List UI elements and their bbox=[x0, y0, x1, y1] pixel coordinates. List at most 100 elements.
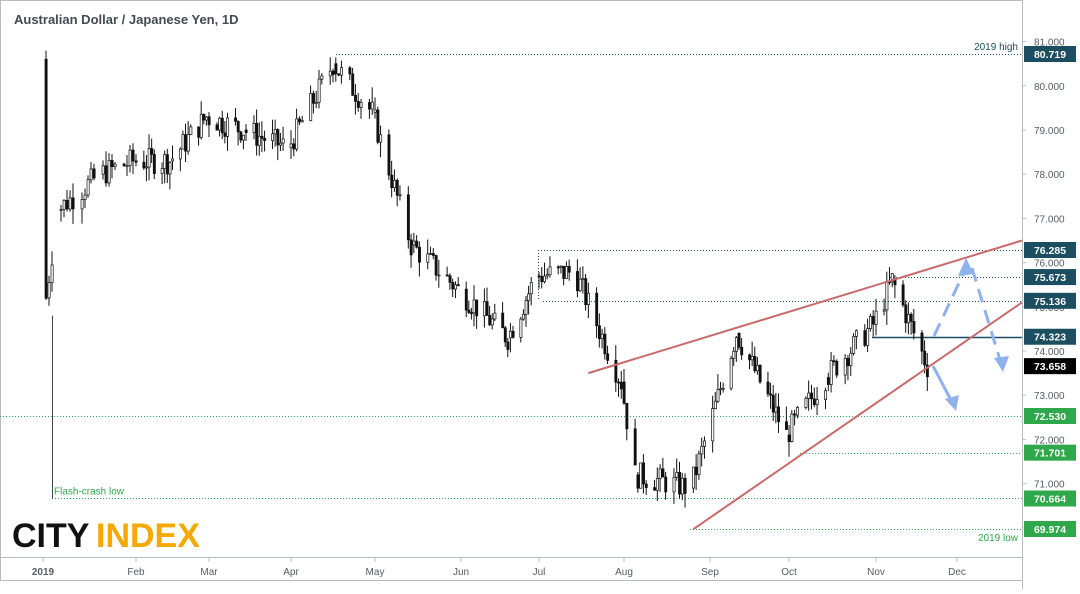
candle-body bbox=[559, 265, 563, 268]
price-tag-bg bbox=[1024, 408, 1076, 425]
candle-body bbox=[454, 284, 458, 290]
candle-body bbox=[86, 179, 90, 196]
candle-body bbox=[152, 154, 156, 174]
candle-body bbox=[186, 134, 190, 152]
candle-body bbox=[920, 332, 924, 352]
trendlines bbox=[588, 239, 1023, 530]
price-tag-label: 71.701 bbox=[1034, 448, 1066, 460]
y-tick-label: 79.000 bbox=[1034, 126, 1065, 137]
candle-body bbox=[220, 117, 224, 134]
candle-body bbox=[912, 321, 916, 334]
candle-body bbox=[279, 142, 282, 146]
candle-body bbox=[101, 165, 105, 175]
candle-body bbox=[664, 476, 668, 493]
candle-body bbox=[370, 101, 374, 110]
candle-body bbox=[300, 120, 304, 123]
candle-body bbox=[257, 135, 261, 146]
candle-body bbox=[320, 75, 324, 80]
price-tag-label: 75.673 bbox=[1034, 272, 1066, 284]
candle-body bbox=[545, 274, 549, 277]
candle-body bbox=[309, 93, 313, 122]
candle-body bbox=[334, 63, 338, 75]
candle-body bbox=[390, 174, 394, 189]
breakdown-arrow-head bbox=[945, 395, 959, 411]
candle-body bbox=[711, 408, 715, 442]
candle-body bbox=[595, 292, 599, 327]
candle-body bbox=[464, 288, 468, 311]
candle-body bbox=[748, 354, 752, 361]
candle-body bbox=[697, 453, 701, 476]
candle-body bbox=[807, 392, 811, 399]
candle-body bbox=[62, 199, 66, 210]
candle-body bbox=[661, 468, 665, 478]
candle-body bbox=[824, 390, 828, 400]
candle-body bbox=[314, 101, 318, 104]
trendline-upper bbox=[588, 239, 1023, 375]
y-tick-label: 81.000 bbox=[1034, 38, 1065, 49]
candle-body bbox=[774, 406, 778, 413]
price-tag-bg bbox=[1024, 521, 1076, 537]
candle-body bbox=[168, 162, 172, 175]
candle-body bbox=[655, 478, 659, 491]
level-annotation: 2019 low bbox=[978, 533, 1019, 544]
candle-body bbox=[356, 101, 360, 108]
candle-body bbox=[147, 148, 151, 168]
candle-body bbox=[793, 413, 797, 416]
y-tick-label: 76.000 bbox=[1034, 259, 1065, 270]
y-tick-label: 80.000 bbox=[1034, 82, 1065, 93]
price-tag-bg bbox=[1024, 46, 1076, 62]
x-tick-label: Mar bbox=[200, 567, 218, 578]
candle-body bbox=[110, 160, 114, 167]
projection-arrow-down-head bbox=[994, 356, 1009, 372]
candle-body bbox=[351, 73, 355, 96]
x-tick-label: Nov bbox=[867, 567, 885, 578]
candle-body bbox=[165, 154, 169, 175]
candle-body bbox=[107, 160, 111, 184]
candle-body bbox=[92, 168, 96, 179]
candle-body bbox=[150, 148, 154, 155]
candle-body bbox=[576, 271, 579, 292]
candle-body bbox=[565, 266, 568, 279]
price-tag: 70.664 bbox=[1024, 490, 1076, 507]
candle-body bbox=[445, 274, 449, 277]
logo-city: CITY bbox=[12, 517, 90, 555]
candle-body bbox=[846, 358, 850, 367]
candle-body bbox=[181, 134, 185, 150]
candle-body bbox=[163, 154, 167, 169]
candle-body bbox=[202, 113, 206, 121]
candle-body bbox=[205, 116, 208, 121]
candle-body bbox=[777, 406, 781, 423]
candle-body bbox=[503, 327, 507, 343]
candle-body bbox=[215, 124, 219, 131]
price-tag-label: 73.658 bbox=[1034, 361, 1066, 373]
candle-body bbox=[787, 434, 791, 442]
candle-body bbox=[490, 318, 494, 326]
candle-body bbox=[50, 264, 54, 284]
candle-body bbox=[239, 131, 243, 141]
time-axis: 2019 Feb Mar Apr May Jun Jul Aug Sep Oct Nov Dec bbox=[32, 557, 966, 578]
candle-body bbox=[909, 314, 913, 322]
candle-body bbox=[556, 266, 560, 269]
candle-body bbox=[197, 126, 201, 138]
candle-body bbox=[368, 102, 371, 110]
candle-body bbox=[189, 126, 193, 135]
candle-body bbox=[901, 284, 905, 306]
candle-body bbox=[467, 309, 471, 313]
candle-body bbox=[537, 275, 541, 278]
price-tag: 80.719 bbox=[1024, 46, 1076, 62]
candle-body bbox=[653, 487, 657, 491]
candle-body bbox=[406, 194, 410, 241]
candle-body bbox=[925, 364, 929, 378]
candle-body bbox=[244, 129, 248, 133]
candle-body bbox=[359, 102, 363, 108]
candle-body bbox=[584, 278, 588, 305]
candle-body bbox=[810, 392, 814, 400]
candle-body bbox=[273, 129, 277, 135]
candle-body bbox=[376, 109, 380, 143]
candle-body bbox=[488, 315, 492, 326]
candle-body bbox=[395, 180, 399, 196]
candle-body bbox=[893, 279, 897, 286]
candle-body bbox=[522, 313, 525, 320]
